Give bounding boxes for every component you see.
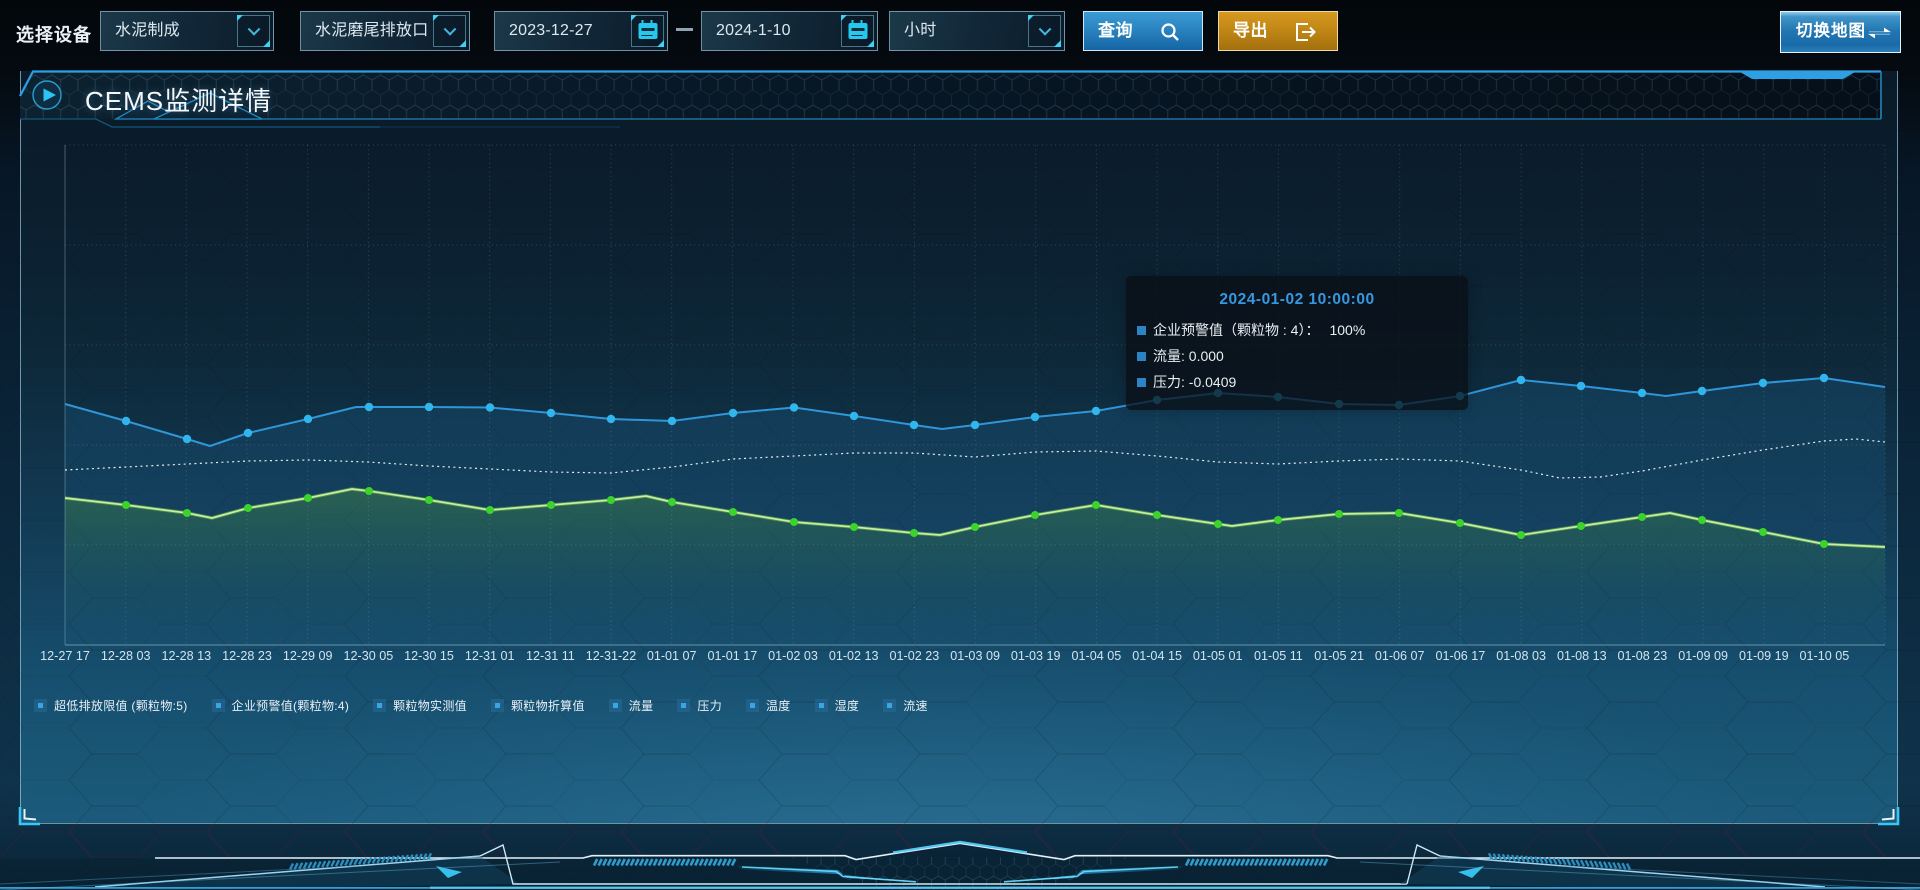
svg-text:12-30 05: 12-30 05 (344, 649, 394, 663)
svg-text:01-02 13: 01-02 13 (829, 649, 879, 663)
svg-text:01-01 07: 01-01 07 (647, 649, 697, 663)
svg-text:01-10 05: 01-10 05 (1800, 649, 1850, 663)
svg-text:01-08 23: 01-08 23 (1618, 649, 1668, 663)
svg-text:01-03 19: 01-03 19 (1011, 649, 1061, 663)
svg-text:12-31 01: 12-31 01 (465, 649, 515, 663)
svg-text:12-27 17: 12-27 17 (40, 649, 90, 663)
svg-text:01-03 09: 01-03 09 (950, 649, 1000, 663)
svg-text:12-28 23: 12-28 23 (222, 649, 272, 663)
svg-text:01-01 17: 01-01 17 (708, 649, 758, 663)
svg-text:12-31 11: 12-31 11 (526, 649, 575, 663)
svg-text:12-28 13: 12-28 13 (161, 649, 211, 663)
svg-text:01-05 01: 01-05 01 (1193, 649, 1243, 663)
svg-text:01-04 15: 01-04 15 (1132, 649, 1182, 663)
svg-text:01-08 13: 01-08 13 (1557, 649, 1607, 663)
svg-text:01-06 17: 01-06 17 (1436, 649, 1486, 663)
svg-text:12-28 03: 12-28 03 (101, 649, 151, 663)
svg-text:12-29 09: 12-29 09 (283, 649, 333, 663)
svg-text:12-30 15: 12-30 15 (404, 649, 454, 663)
svg-text:01-09 19: 01-09 19 (1739, 649, 1789, 663)
svg-text:01-02 03: 01-02 03 (768, 649, 818, 663)
svg-text:01-06 07: 01-06 07 (1375, 649, 1425, 663)
svg-text:12-31-22: 12-31-22 (586, 649, 636, 663)
svg-text:01-02 23: 01-02 23 (890, 649, 940, 663)
svg-text:01-05 21: 01-05 21 (1314, 649, 1364, 663)
svg-text:01-09 09: 01-09 09 (1678, 649, 1728, 663)
svg-text:01-05 11: 01-05 11 (1254, 649, 1303, 663)
svg-text:01-04 05: 01-04 05 (1072, 649, 1122, 663)
svg-text:01-08 03: 01-08 03 (1496, 649, 1546, 663)
